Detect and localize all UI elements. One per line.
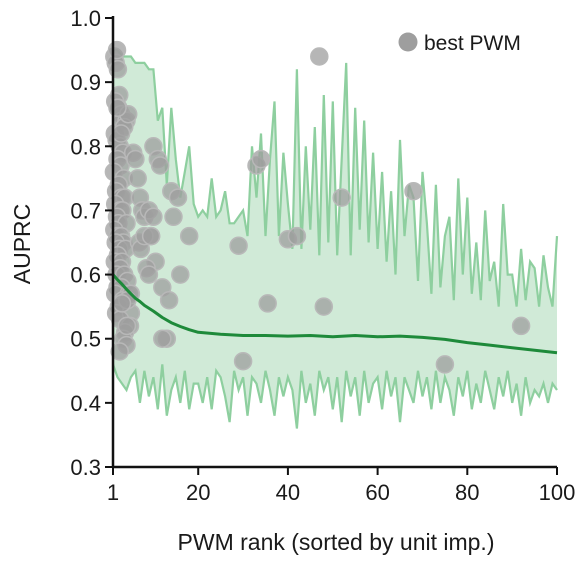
scatter-point: [164, 207, 183, 227]
scatter-point: [110, 342, 129, 361]
scatter-point: [139, 265, 159, 284]
scatter-point: [111, 124, 131, 143]
range-band: [113, 50, 557, 429]
legend-label: best PWM: [424, 32, 521, 55]
x-tick-label: 80: [455, 480, 479, 505]
y-tick-label: 0.5: [70, 327, 101, 352]
y-tick-label: 0.7: [70, 198, 101, 223]
y-tick-label: 0.4: [70, 391, 101, 416]
x-axis-title: PWM rank (sorted by unit imp.): [178, 529, 495, 555]
scatter-point: [150, 156, 170, 175]
scatter-point: [251, 149, 271, 169]
y-tick-label: 1.0: [70, 6, 101, 31]
scatter-point: [229, 236, 248, 255]
median-line: [111, 273, 558, 355]
scatter-point: [112, 294, 132, 313]
x-tick-label: 1: [107, 480, 119, 505]
scatter-point: [128, 169, 147, 188]
scatter-point: [314, 297, 334, 316]
scatter-point: [159, 290, 179, 310]
legend: best PWM: [398, 32, 521, 55]
scatter-point: [171, 265, 190, 284]
legend-marker: [398, 32, 418, 52]
scatter-point: [233, 351, 253, 371]
scatter-point: [435, 355, 455, 374]
scatter-point: [179, 226, 199, 246]
band-layer: [111, 48, 559, 429]
y-tick-label: 0.9: [70, 70, 101, 95]
axes: 0.3 0.4 0.5 0.6 0.7 0.8 0.9 1.0 1 20 40 60 80 100: [70, 6, 575, 505]
scatter-point: [117, 316, 137, 336]
x-tick-label: 60: [365, 480, 389, 505]
scatter-point: [287, 226, 307, 246]
y-axis-title: AUPRC: [9, 204, 35, 285]
scatter-point: [126, 149, 145, 169]
scatter-point: [310, 47, 329, 66]
scatter-point: [107, 40, 127, 60]
scatter-point: [153, 329, 172, 348]
x-tick-label: 40: [276, 480, 300, 505]
scatter-point: [511, 316, 531, 336]
scatter-point: [332, 188, 351, 207]
scatter-point: [141, 226, 161, 246]
band-lower-line: [111, 364, 558, 429]
scatter-point: [404, 181, 423, 201]
x-tick-label: 100: [539, 480, 576, 505]
median-layer: [111, 273, 558, 355]
y-tick-label: 0.8: [70, 134, 101, 159]
scatter-point: [168, 188, 188, 207]
scatter-point: [258, 294, 277, 313]
scatter-point: [144, 207, 163, 227]
y-tick-label: 0.3: [70, 455, 101, 480]
x-tick-label: 20: [186, 480, 210, 505]
y-tick-label: 0.6: [70, 263, 101, 288]
scatter-point: [108, 98, 127, 118]
band-upper-line: [113, 48, 559, 307]
